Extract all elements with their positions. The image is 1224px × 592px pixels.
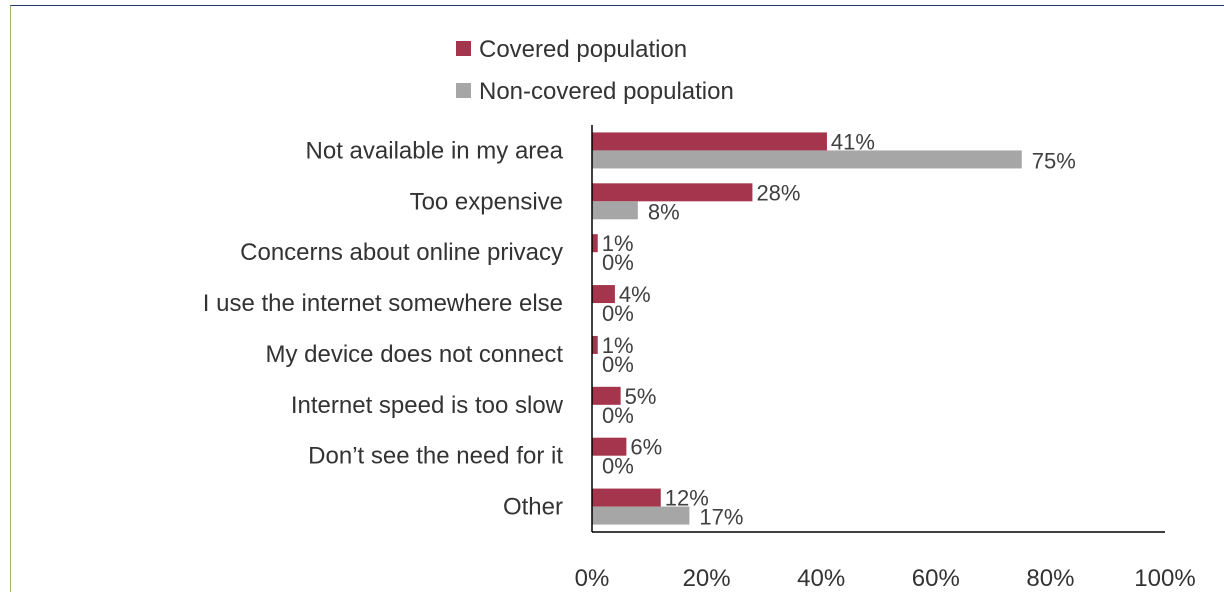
legend-label-non-covered: Non-covered population	[479, 78, 734, 105]
x-tick-label: 60%	[912, 565, 960, 592]
bar-non-covered	[592, 506, 690, 525]
bar-covered	[592, 183, 753, 202]
category-label: Don’t see the need for it	[308, 443, 563, 470]
data-label-covered: 6%	[630, 435, 662, 460]
data-label-non-covered: 0%	[602, 454, 634, 479]
bar-covered	[592, 488, 661, 507]
bar-covered	[592, 234, 598, 253]
legend-swatch-non-covered	[456, 83, 471, 98]
data-label-non-covered: 0%	[602, 352, 634, 377]
x-tick-label: 80%	[1026, 565, 1074, 592]
category-label: My device does not connect	[265, 341, 563, 368]
category-label: Other	[503, 494, 563, 521]
x-tick-label: 20%	[683, 565, 731, 592]
category-label: I use the internet somewhere else	[203, 290, 563, 317]
data-label-covered: 41%	[831, 129, 875, 154]
chart-frame	[10, 5, 1224, 592]
x-tick-label: 0%	[575, 565, 610, 592]
data-label-non-covered: 0%	[602, 301, 634, 326]
data-label-covered: 1%	[602, 333, 634, 358]
data-label-non-covered: 0%	[602, 403, 634, 428]
bar-covered	[592, 335, 598, 354]
bar-non-covered	[592, 201, 638, 220]
data-label-non-covered: 8%	[648, 199, 680, 224]
data-label-non-covered: 0%	[602, 250, 634, 275]
bar-non-covered	[592, 150, 1022, 169]
x-tick-label: 100%	[1134, 565, 1195, 592]
category-label: Internet speed is too slow	[291, 392, 564, 419]
data-label-covered: 5%	[625, 384, 657, 409]
data-label-covered: 28%	[756, 180, 800, 205]
legend-swatch-covered	[456, 41, 471, 56]
data-label-covered: 12%	[665, 486, 709, 511]
data-label-non-covered: 75%	[1032, 148, 1076, 173]
bar-covered	[592, 437, 627, 456]
bar-covered	[592, 285, 615, 304]
category-label: Not available in my area	[306, 137, 564, 164]
category-label: Concerns about online privacy	[240, 239, 563, 266]
category-label: Too expensive	[410, 188, 563, 215]
x-tick-label: 40%	[797, 565, 845, 592]
data-label-covered: 4%	[619, 282, 651, 307]
legend-label-covered: Covered population	[479, 36, 687, 63]
data-label-non-covered: 17%	[699, 505, 743, 530]
bar-covered	[592, 132, 827, 151]
data-label-covered: 1%	[602, 231, 634, 256]
bar-covered	[592, 386, 621, 405]
